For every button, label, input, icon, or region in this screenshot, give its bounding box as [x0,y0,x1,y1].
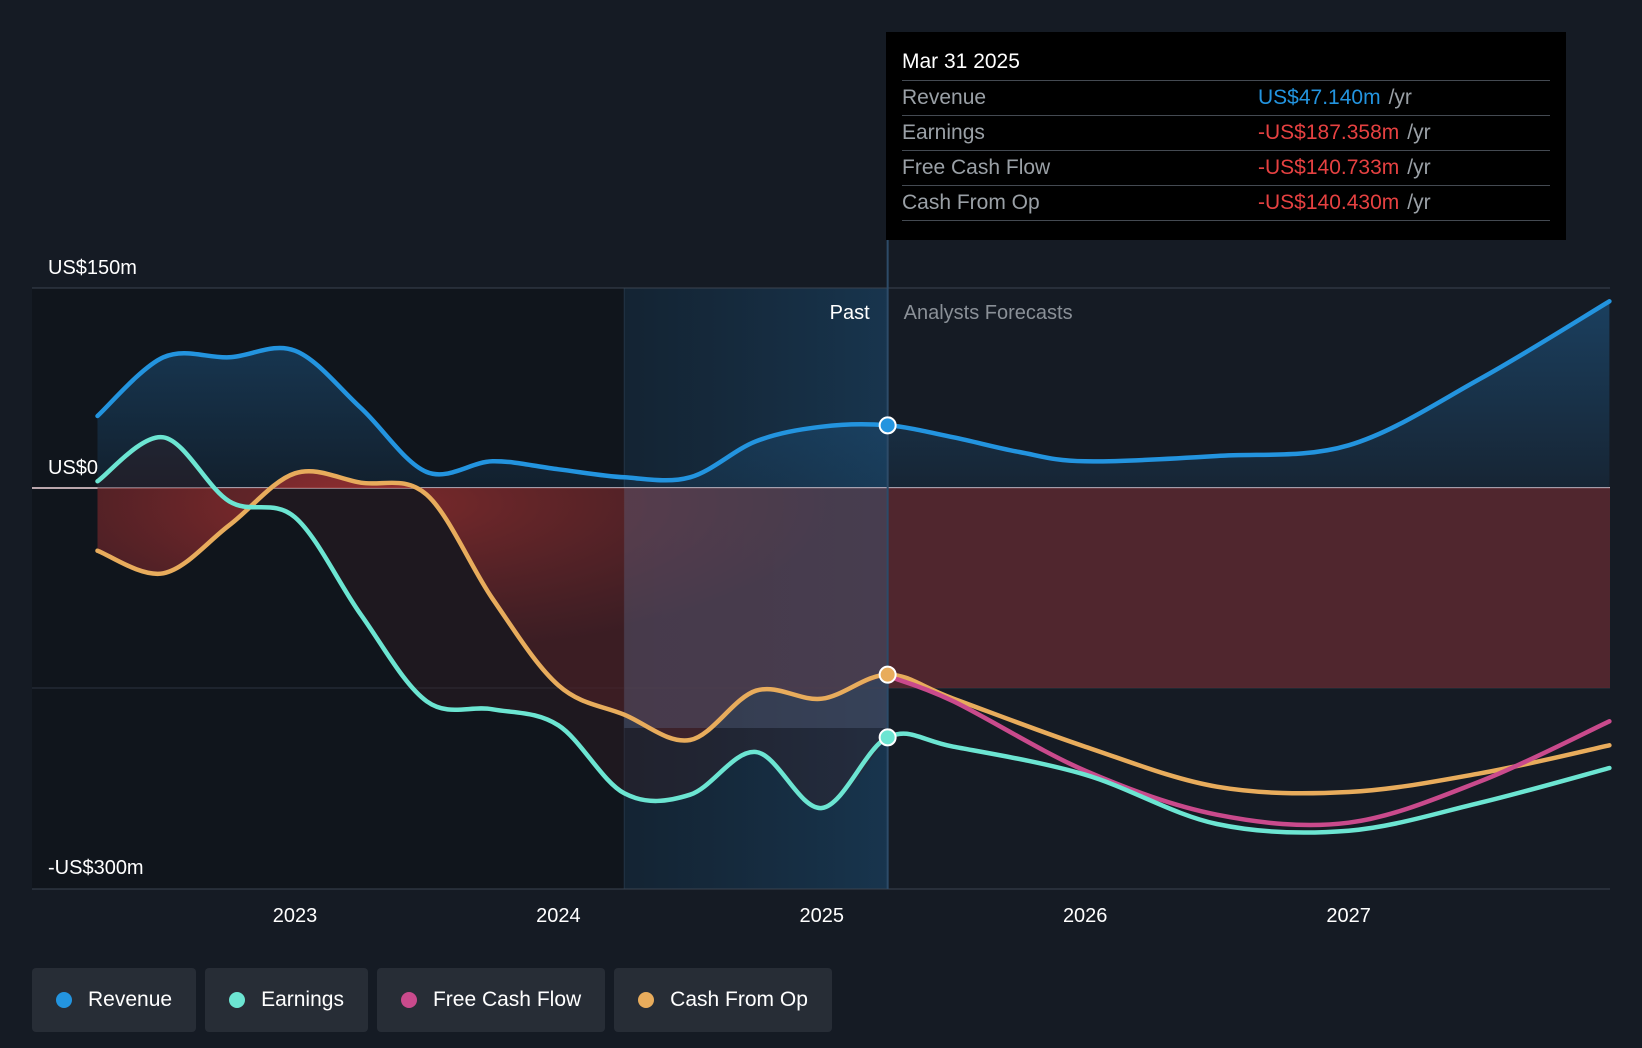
legend-dot-icon [400,992,417,1008]
tooltip-name: Revenue [902,86,987,109]
legend-dot-icon [638,992,655,1008]
legend-dot-icon [229,992,246,1008]
tooltip-value: -US$187.358m [1258,121,1400,144]
tooltip-unit: /yr [1407,156,1431,179]
series-line-cash-from-op [95,468,1612,796]
forecast-negative-area [887,488,1610,688]
tooltip-unit: /yr [1407,121,1431,144]
marker-earnings [878,728,897,747]
legend-label: Free Cash Flow [432,988,582,1011]
tooltip-name: Earnings [902,121,985,144]
series-line-earnings [95,435,1612,835]
y-tick-label: US$150m [48,257,137,279]
legend-item-earnings[interactable]: Earnings [205,968,368,1032]
legend-label: Earnings [261,988,344,1011]
tooltip-row-earnings: Earnings -US$187.358m /yr [902,116,1550,151]
y-tick-label: US$0 [48,457,98,479]
x-tick-label: 2023 [273,905,318,927]
series-lines [95,299,1612,835]
x-axis-labels: 2023 2024 2025 2026 2027 [273,905,1371,927]
series-line-revenue [95,299,1612,483]
legend: Revenue Earnings Free Cash Flow Cash Fro… [32,968,832,1032]
tooltip-value: -US$140.430m [1258,191,1400,214]
cash-from-op-area [97,471,888,741]
x-tick-label: 2027 [1326,905,1371,927]
legend-label: Cash From Op [670,988,808,1011]
tooltip-unit: /yr [1388,86,1412,109]
x-tick-label: 2025 [800,905,845,927]
x-tick-label: 2026 [1063,905,1108,927]
y-tick-label: -US$300m [48,857,144,879]
tooltip-name: Free Cash Flow [902,156,1051,179]
legend-dot-icon [56,992,72,1008]
series-line-free-cash-flow [885,673,1612,828]
tooltip-unit: /yr [1407,191,1431,214]
series-areas [97,301,1610,809]
series-markers [878,416,897,747]
tooltip-row-cash-from-op: Cash From Op -US$140.430m /yr [902,186,1550,221]
tooltip-value: -US$140.733m [1258,156,1400,179]
forecast-label: Analysts Forecasts [904,302,1073,324]
y-axis-labels: US$150m US$0 -US$300m [48,257,144,879]
legend-item-revenue[interactable]: Revenue [32,968,197,1032]
legend-item-free-cash-flow[interactable]: Free Cash Flow [376,968,606,1032]
tooltip-date: Mar 31 2025 [902,46,1550,81]
chart-svg: US$150m US$0 -US$300m 2023 2024 2025 2026 2027… [32,240,1612,927]
tooltip-name: Cash From Op [902,191,1040,214]
revenue-area [97,301,1610,488]
highlight-overlay [624,488,888,728]
past-label: Past [830,302,870,324]
earnings-area [97,437,888,809]
legend-item-cash-from-op[interactable]: Cash From Op [614,968,832,1032]
marker-revenue [878,416,897,435]
tooltip-value: US$47.140m [1258,86,1381,109]
marker-cash-from-op [878,665,897,684]
tooltip: Mar 31 2025 Revenue US$47.140m /yr Earni… [886,32,1566,240]
legend-label: Revenue [88,988,173,1011]
tooltip-row-revenue: Revenue US$47.140m /yr [902,81,1550,116]
x-tick-label: 2024 [536,905,581,927]
tooltip-row-free-cash-flow: Free Cash Flow -US$140.733m /yr [902,151,1550,186]
